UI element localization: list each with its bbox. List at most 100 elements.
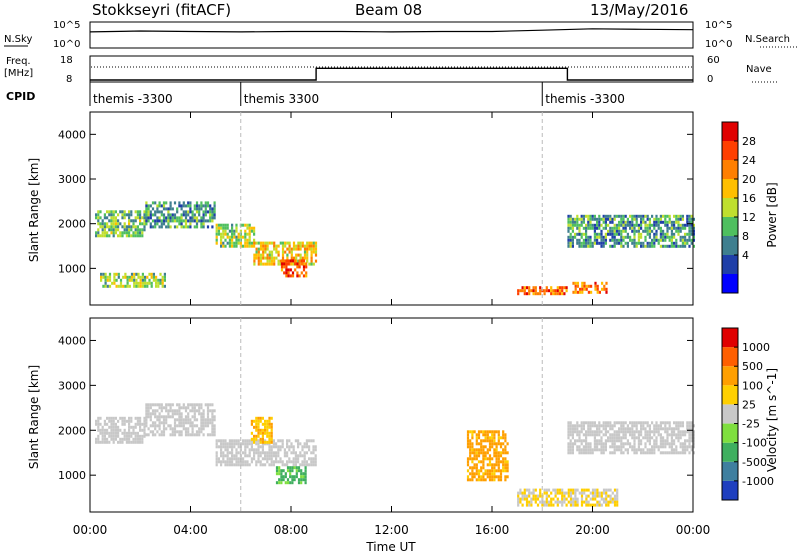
echo-cell	[640, 448, 643, 452]
echo-cell	[117, 434, 120, 438]
echo-cell	[497, 463, 500, 467]
echo-cell	[178, 433, 181, 437]
echo-cell	[204, 421, 207, 425]
echo-cell	[670, 451, 673, 455]
echo-cell	[283, 262, 286, 266]
echo-cell	[603, 284, 606, 288]
echo-cell	[666, 433, 669, 437]
echo-cell	[114, 228, 117, 232]
echo-cell	[611, 226, 614, 230]
echo-cell	[589, 433, 592, 437]
echo-cell	[659, 436, 662, 440]
echo-cell	[173, 216, 177, 220]
echo-cell	[279, 262, 282, 266]
echo-cell	[211, 418, 214, 422]
echo-cell	[292, 448, 295, 452]
echo-cell	[286, 451, 289, 455]
echo-cell	[217, 226, 220, 230]
echo-cell	[259, 419, 262, 423]
echo-cell	[574, 281, 577, 285]
echo-cell	[622, 220, 625, 224]
echo-cell	[283, 463, 286, 467]
echo-cell	[495, 463, 498, 467]
echo-cell	[578, 226, 581, 230]
echo-cell	[593, 238, 596, 242]
echo-cell	[655, 427, 658, 431]
echo-cell	[525, 497, 529, 501]
echo-cell	[112, 440, 115, 444]
echo-cell	[156, 210, 159, 214]
echo-cell	[211, 427, 214, 431]
echo-cell	[149, 216, 152, 220]
echo-cell	[677, 226, 680, 230]
echo-cell	[635, 244, 638, 248]
echo-cell	[657, 238, 660, 242]
echo-cell	[690, 445, 693, 449]
freq-label-2: [MHz]	[4, 68, 33, 79]
echo-cell	[587, 220, 590, 224]
echo-cell	[670, 448, 673, 452]
station-title: Stokkseyri (fitACF)	[92, 1, 231, 19]
echo-cell	[589, 223, 592, 227]
echo-cell	[125, 431, 128, 435]
x-tick-label: 04:00	[173, 523, 208, 537]
echo-cell	[226, 445, 229, 449]
echo-cell	[108, 228, 111, 232]
echo-cell	[303, 253, 307, 257]
echo-cell	[184, 409, 188, 413]
echo-cell	[132, 440, 135, 444]
echo-cell	[268, 448, 271, 452]
echo-cell	[189, 409, 192, 413]
echo-cell	[231, 226, 234, 230]
echo-cell	[651, 241, 654, 245]
echo-cell	[591, 223, 594, 227]
echo-cell	[180, 207, 183, 211]
echo-cell	[257, 454, 260, 458]
echo-cell	[648, 439, 651, 443]
echo-cell	[681, 442, 684, 446]
echo-cell	[502, 460, 505, 464]
echo-cell	[598, 217, 601, 221]
echo-cell	[233, 244, 236, 248]
echo-cell	[616, 500, 619, 504]
echo-cell	[300, 472, 303, 476]
echo-cell	[506, 466, 509, 470]
echo-cell	[585, 214, 588, 218]
echo-cell	[103, 213, 106, 217]
echo-cell	[195, 207, 199, 211]
echo-cell	[618, 436, 621, 440]
echo-cell	[292, 256, 296, 260]
echo-cell	[491, 475, 494, 479]
echo-cell	[523, 491, 526, 495]
colorbar-tick-label: 8	[742, 230, 749, 243]
echo-cell	[582, 220, 585, 224]
echo-cell	[189, 403, 192, 407]
echo-cell	[626, 442, 629, 446]
echo-cell	[688, 442, 691, 446]
echo-cell	[587, 433, 590, 437]
echo-cell	[162, 216, 166, 220]
echo-cell	[246, 454, 249, 458]
echo-cell	[471, 436, 474, 440]
echo-cell	[569, 430, 572, 434]
echo-cell	[222, 244, 225, 248]
echo-cell	[591, 241, 594, 245]
echo-cell	[285, 274, 288, 278]
echo-cell	[303, 247, 307, 251]
echo-cell	[121, 437, 124, 441]
echo-cell	[110, 222, 113, 226]
echo-cell	[110, 416, 113, 420]
echo-cell	[136, 440, 139, 444]
echo-cell	[299, 463, 302, 467]
echo-cell	[488, 430, 492, 434]
echo-cell	[280, 469, 283, 473]
echo-cell	[626, 448, 629, 452]
echo-cell	[477, 442, 481, 446]
echo-cell	[213, 207, 216, 211]
echo-cell	[222, 445, 225, 449]
echo-cell	[611, 244, 614, 248]
echo-cell	[95, 231, 98, 235]
echo-cell	[591, 497, 595, 501]
echo-cell	[569, 503, 573, 507]
